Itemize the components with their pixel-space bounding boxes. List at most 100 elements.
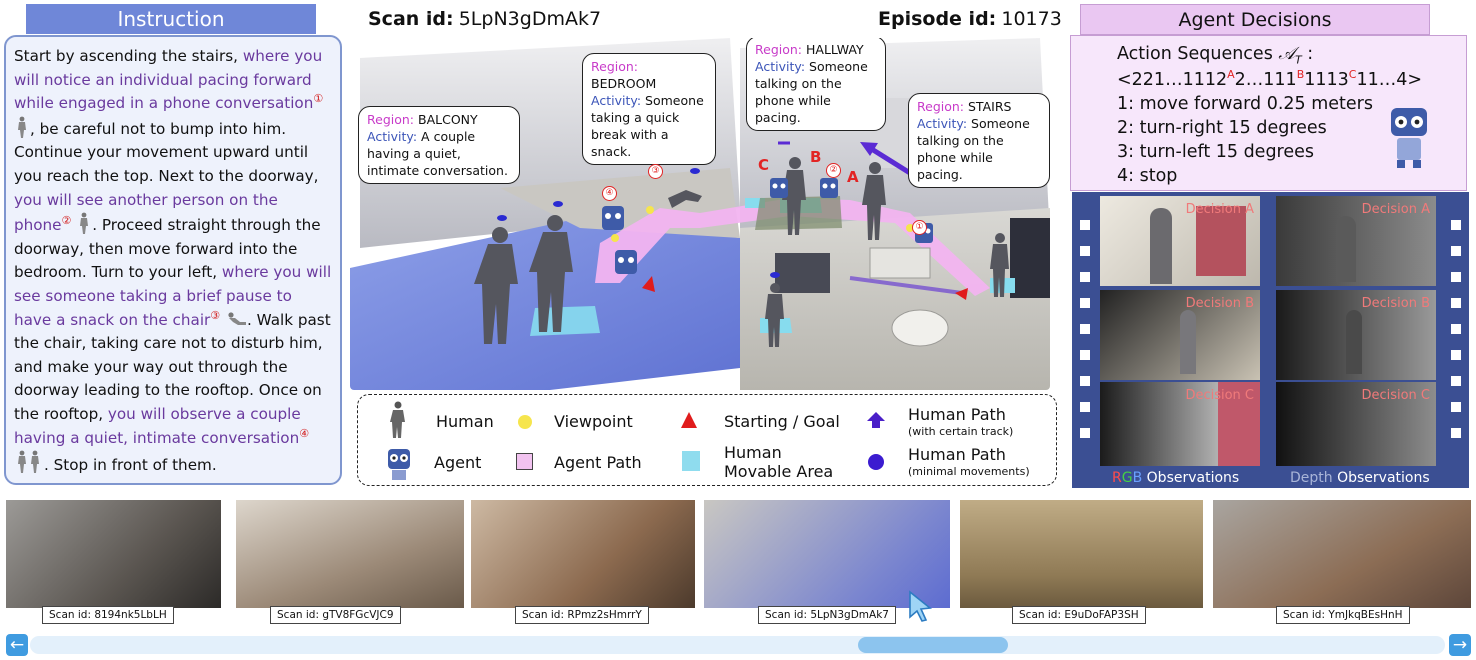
scan-id-value: 5LpN3gDmAk7 [458,8,602,30]
action-1: 1: move forward 0.25 meters [1117,94,1373,114]
legend-viewpoint: Viewpoint [554,412,633,431]
cursor-icon [909,590,932,622]
scene-thumbnail-5[interactable] [960,500,1203,608]
rgb-r: R [1112,470,1122,486]
seq-mark-b: B [1296,68,1305,81]
human-icon [18,116,26,138]
instr-seg-4: you will see another person on the phone [14,190,278,235]
human-figure [1336,216,1356,282]
depth-word: Depth [1290,470,1333,486]
region-key: Region: [755,42,803,57]
film-hole [1080,402,1090,412]
action-sub: T [1294,53,1302,67]
rgb-g: G [1121,470,1133,486]
legend-agent: Agent [434,453,482,472]
film-hole [1080,324,1090,334]
action-sequence: <221…1112A2…111B1113C11…4> [1117,68,1422,90]
seq-part: 2…111 [1234,69,1297,90]
seq-part: <221…1112 [1117,69,1228,90]
film-hole [1080,376,1090,386]
episode-id-key: Episode id: [878,8,997,30]
region-key: Region: [591,59,639,74]
instr-seg-3: , be careful not to bump into him. Conti… [14,119,319,185]
thumbnail-scan-label-6: Scan id: YmJkqBEsHnH [1276,606,1410,624]
thumbnail-scan-label-5: Scan id: E9uDoFAP3SH [1012,606,1146,624]
scene-thumbnail-2[interactable] [236,500,464,608]
activity-text: A couple having a quiet, intimate conver… [367,129,508,178]
instr-seg-7: . Walk past the chair, taking care not t… [14,310,331,423]
action-3: 3: turn-left 15 degrees [1117,142,1315,162]
decision-label-a-rgb: Decision A [1185,202,1254,217]
rgb-b: B [1132,470,1143,486]
film-hole [1080,272,1090,282]
action-symbol: 𝒜 [1278,44,1295,64]
scroll-right-arrow-icon[interactable]: → [1449,634,1471,656]
robot-agent-icon [1391,108,1427,168]
legend-human-path-2-sub: (minimal movements) [908,465,1030,478]
episode-id-value: 10173 [1001,8,1062,30]
marker-3: ③ [648,164,663,179]
activity-text: Someone talking on the phone while pacin… [755,59,868,125]
region-name: HALLWAY [806,42,864,57]
instr-seg-2: where you will notice an individual paci… [14,47,323,113]
decision-letter-a: A [847,168,859,186]
film-hole [1451,376,1461,386]
region-key: Region: [367,112,415,127]
seq-part: 1113 [1304,69,1349,90]
activity-key: Activity: [591,93,642,108]
film-hole [1451,272,1461,282]
instruction-text: Start by ascending the stairs, where you… [4,35,342,485]
scan-id-key: Scan id: [368,8,454,30]
thumbnail-scan-label-3: Scan id: RPmz2sHmrrY [515,606,649,624]
film-hole [1080,246,1090,256]
carousel-scrollbar-thumb[interactable] [858,637,1008,653]
depth-observations-label: Depth Observations [1290,470,1430,486]
observation-filmstrip: Decision A Decision A Decision B Decisio… [1072,192,1469,488]
instr-num-3: ③ [210,308,221,322]
legend-movable-area-icon [682,451,700,471]
legend-movable-2: Movable Area [724,462,834,481]
region-name: STAIRS [968,99,1012,114]
marker-1: ① [912,220,927,235]
legend-agent-icon [388,449,410,480]
scroll-left-arrow-icon[interactable]: ← [6,634,28,656]
decision-label-c-rgb: Decision C [1185,388,1254,403]
scene-render: Region: BALCONY Activity: A couple havin… [350,38,1050,390]
painting [1218,382,1260,466]
film-hole [1080,350,1090,360]
instruction-header: Instruction [26,4,316,34]
legend-human-path-1: Human Path [908,405,1006,424]
agent-decisions-header: Agent Decisions [1080,4,1430,35]
region-name: BEDROOM [591,76,657,91]
thumbnail-scan-label-4: Scan id: 5LpN3gDmAk7 [758,606,896,624]
activity-text: Someone taking a quick break with a snac… [591,93,704,159]
painting [1196,206,1246,276]
thumbnail-scan-label-1: Scan id: 8194nk5LbLH [42,606,174,624]
legend-movable-1: Human [724,443,782,462]
rgb-obs-text: Observations [1146,470,1240,486]
region-key: Region: [917,99,965,114]
marker-4: ④ [602,186,617,201]
scene-thumbnail-3[interactable] [471,500,695,608]
activity-key: Activity: [917,116,968,131]
scene-thumbnail-4[interactable] [704,500,950,608]
instr-seg-6: where you will see someone taking a brie… [14,263,332,329]
instr-seg-5: . Proceed straight through the doorway, … [14,216,321,282]
carousel-scrollbar-track[interactable] [30,636,1445,654]
film-hole [1080,220,1090,230]
film-hole [1451,246,1461,256]
film-hole [1451,220,1461,230]
decision-label-b-rgb: Decision B [1185,296,1254,311]
decision-label-c-depth: Decision C [1361,388,1430,403]
activity-text: Someone talking on the phone while pacin… [917,116,1030,182]
legend-human-path-1-sub: (with certain track) [908,425,1014,438]
scene-thumbnail-1[interactable] [6,500,221,608]
marker-2: ② [826,163,841,178]
bubble-bedroom: Region: BEDROOM Activity: Someone taking… [582,53,716,165]
scene-thumbnail-6[interactable] [1213,500,1471,608]
human-figure [1346,310,1362,374]
seq-mark-a: A [1227,68,1235,81]
scan-id-title: Scan id: 5LpN3gDmAk7 [368,8,601,30]
legend-human-path-track-icon [867,412,885,428]
human-icon [80,212,89,235]
